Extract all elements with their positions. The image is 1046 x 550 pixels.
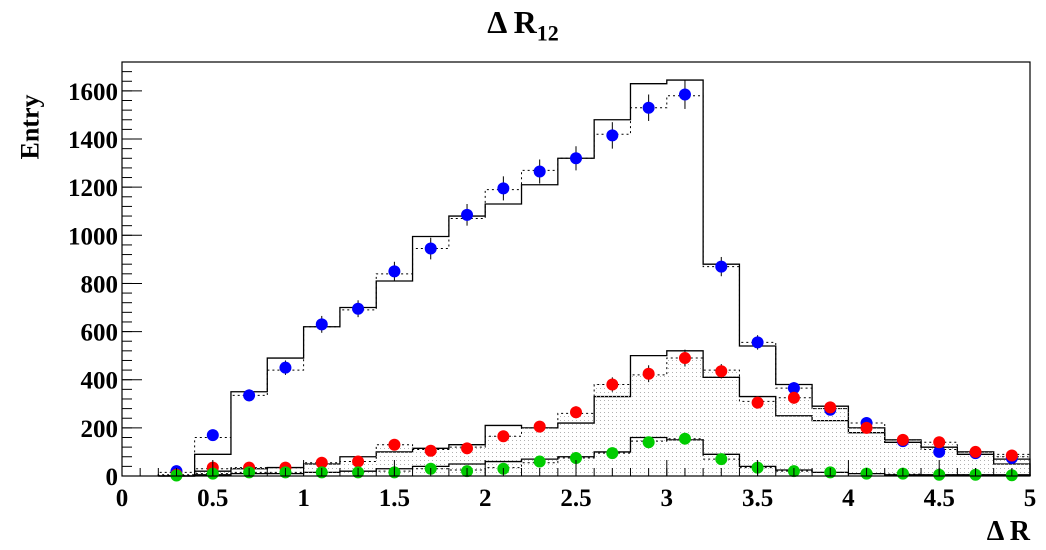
data-point-series0-17 [787, 382, 800, 395]
y-tick-label-2: 400 [81, 368, 119, 395]
x-axis-label: Δ R [986, 516, 1030, 547]
data-point-series1-21 [933, 436, 946, 449]
data-point-series0-14 [678, 88, 691, 101]
data-point-series1-7 [424, 444, 437, 457]
data-point-series0-10 [533, 165, 546, 178]
y-tick-label-3: 600 [81, 320, 119, 347]
data-point-series1-13 [642, 367, 655, 380]
x-tick-label-5: 2.5 [560, 485, 591, 512]
x-tick-label-1: 0.5 [197, 485, 228, 512]
data-point-series0-11 [570, 152, 582, 165]
x-tick-label-7: 3.5 [742, 485, 773, 512]
data-point-series1-15 [715, 365, 728, 378]
data-point-series1-17 [787, 391, 800, 404]
data-point-series1-11 [570, 406, 582, 419]
data-point-series1-10 [533, 420, 546, 433]
data-point-series1-20 [896, 433, 909, 446]
x-tick-label-10: 5 [1024, 485, 1037, 512]
data-point-series0-8 [461, 208, 474, 221]
data-point-series0-15 [715, 260, 728, 273]
data-point-series0-5 [352, 302, 365, 315]
chart-title-subscript: 12 [536, 20, 559, 46]
data-point-series0-6 [388, 265, 401, 278]
data-point-series0-2 [243, 389, 256, 402]
x-tick-label-4: 2 [479, 485, 492, 512]
data-point-series2-10 [533, 455, 546, 468]
data-point-series1-16 [751, 396, 764, 409]
data-point-series0-4 [315, 318, 328, 331]
x-tick-label-8: 4 [842, 485, 855, 512]
data-point-series0-9 [497, 182, 510, 195]
y-tick-label-0: 0 [106, 464, 119, 491]
y-tick-label-8: 1600 [68, 79, 118, 106]
x-tick-label-2: 1 [297, 485, 310, 512]
chart-title-main: Δ R [487, 4, 537, 40]
histogram-dotted-3 [157, 357, 1031, 476]
data-point-series1-12 [606, 378, 619, 391]
data-point-series0-13 [642, 101, 655, 114]
histogram-dotted-1 [157, 95, 1031, 476]
data-point-series2-15 [715, 453, 728, 466]
x-tick-label-9: 4.5 [924, 485, 955, 512]
y-tick-label-7: 1400 [68, 127, 118, 154]
data-point-series0-21 [933, 445, 946, 458]
x-tick-label-6: 3 [661, 485, 674, 512]
y-tick-label-6: 1200 [68, 175, 118, 202]
data-point-series1-8 [461, 442, 474, 455]
data-point-series1-14 [678, 352, 691, 365]
chart-title: Δ R12 [0, 4, 1046, 46]
data-point-series0-16 [751, 336, 764, 349]
data-point-series0-12 [606, 129, 619, 142]
histogram-layer [157, 79, 1031, 477]
data-point-series1-23 [1005, 449, 1018, 462]
y-tick-label-1: 200 [81, 416, 119, 443]
data-point-series1-5 [352, 455, 365, 468]
data-point-series2-14 [678, 432, 691, 445]
y-tick-label-5: 1000 [68, 223, 118, 250]
data-point-series0-3 [279, 361, 292, 374]
data-point-series0-7 [424, 242, 437, 255]
data-point-series0-1 [206, 429, 219, 442]
x-tick-label-3: 1.5 [379, 485, 410, 512]
data-points-layer [170, 80, 1018, 482]
x-tick-label-0: 0 [116, 485, 129, 512]
data-point-series2-11 [570, 451, 582, 464]
data-point-series1-19 [860, 421, 873, 434]
data-point-series1-4 [315, 456, 328, 469]
axes-frame: 0 0.5 1 1.5 2 2.5 3 3.5 4 4.5 5 0 200 400 600 800 1000 12… [68, 61, 1037, 512]
data-point-series1-22 [969, 445, 982, 458]
histogram-fill-3 [158, 358, 1030, 476]
data-point-series1-18 [824, 401, 837, 414]
data-point-series1-9 [497, 430, 510, 443]
data-point-series2-12 [606, 447, 619, 460]
data-point-series1-6 [388, 438, 401, 451]
y-tick-label-4: 800 [81, 271, 119, 298]
data-point-series2-13 [642, 436, 655, 449]
